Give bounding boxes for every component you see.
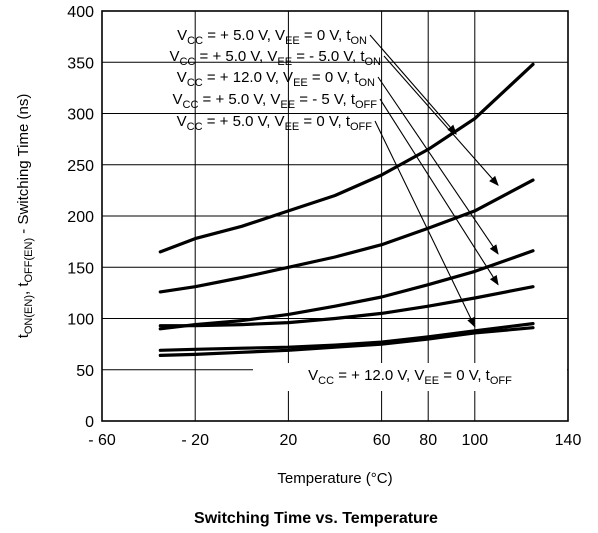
label-background [253, 363, 567, 391]
series-arrow-1 [369, 34, 457, 135]
y-tick-label: 300 [67, 107, 94, 124]
x-tick-label: 140 [555, 432, 582, 449]
chart-title: Switching Time vs. Temperature [194, 510, 438, 527]
series-label-5: VCC = + 5.0 V, VEE = 0 V, tOFF [177, 113, 373, 133]
series-line-3 [158, 249, 535, 331]
y-tick-label: 150 [67, 260, 94, 277]
series-label-3: VCC = + 12.0 V, VEE = 0 V, tON [177, 69, 375, 89]
y-tick-label: 0 [85, 414, 94, 431]
series-group [158, 62, 535, 357]
series-line-1 [158, 62, 535, 254]
x-tick-label: 20 [280, 432, 298, 449]
plot-frame [101, 10, 569, 422]
series-label-6: VCC = + 12.0 V, VEE = 0 V, tOFF [308, 367, 512, 387]
x-tick-label: 100 [461, 432, 488, 449]
y-tick-label: 50 [76, 363, 94, 380]
series-line-2 [158, 178, 535, 294]
x-axis-label: Temperature (°C) [277, 470, 392, 487]
series-line-4 [158, 285, 535, 328]
y-tick-label: 400 [67, 4, 94, 21]
x-tick-label: 80 [419, 432, 437, 449]
grid [101, 10, 569, 422]
series-label-4: VCC = + 5.0 V, VEE = - 5 V, tOFF [172, 91, 377, 111]
series-line-5 [158, 322, 535, 352]
x-tick-label: - 60 [88, 432, 116, 449]
y-axis-label: tON(EN), tOFF(EN) - Switching Time (ns) [15, 94, 35, 339]
y-tick-label: 200 [67, 209, 94, 226]
series-arrow-5 [374, 120, 476, 328]
series-arrow-2 [383, 55, 499, 186]
tick-labels: 0 50 100 150 200 250 300 350 400 - 60 - 20 20 60 80 10… [67, 4, 581, 449]
series-line-6 [158, 326, 535, 357]
y-tick-label: 250 [67, 158, 94, 175]
series-arrow-3 [377, 76, 499, 255]
x-tick-label: - 20 [181, 432, 209, 449]
x-tick-label: 60 [373, 432, 391, 449]
y-tick-label: 100 [67, 312, 94, 329]
series-arrow-4 [379, 98, 499, 286]
series-label-2: VCC = + 5.0 V, VEE = - 5.0 V, tON [169, 48, 381, 68]
series-label-1: VCC = + 5.0 V, VEE = 0 V, tON [177, 27, 367, 47]
y-tick-label: 350 [67, 55, 94, 72]
